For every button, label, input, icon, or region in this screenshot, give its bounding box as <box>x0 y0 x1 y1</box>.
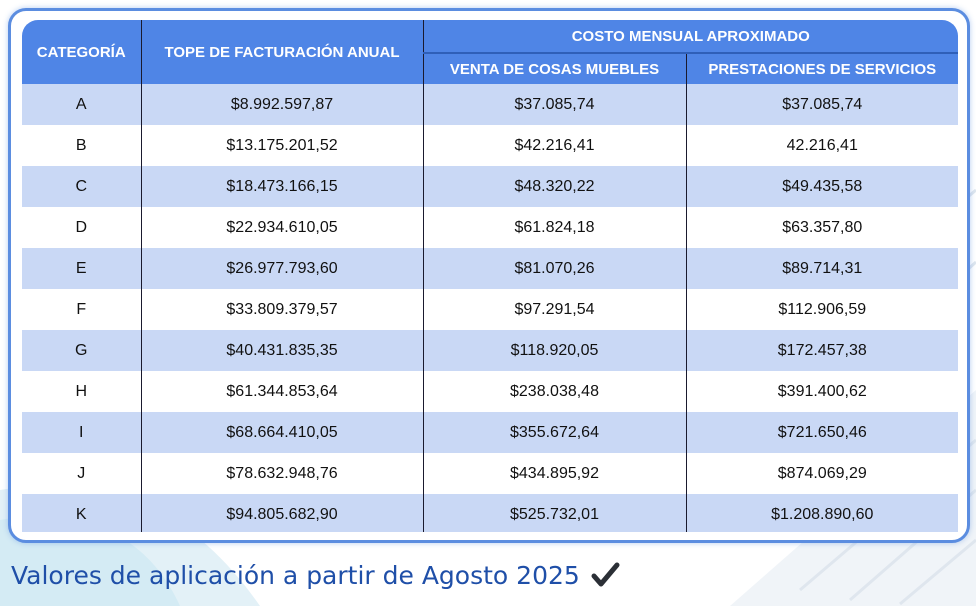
cell-category: F <box>22 289 141 330</box>
cell-goods-sales: $61.824,18 <box>422 207 686 248</box>
cell-services: $112.906,59 <box>685 289 958 330</box>
table-row: D $22.934.610,05 $61.824,18 $63.357,80 <box>22 207 958 248</box>
cell-category: I <box>22 412 141 453</box>
table-row: B $13.175.201,52 $42.216,41 42.216,41 <box>22 125 958 166</box>
cell-category: K <box>22 494 141 532</box>
cell-services: $391.400,62 <box>685 371 958 412</box>
cell-goods-sales: $355.672,64 <box>422 412 686 453</box>
monotributo-table: CATEGORÍA TOPE DE FACTURACIÓN ANUAL COST… <box>22 20 958 532</box>
cell-goods-sales: $118.920,05 <box>422 330 686 371</box>
header-services: PRESTACIONES DE SERVICIOS <box>685 53 958 84</box>
cell-category: G <box>22 330 141 371</box>
cell-annual-cap: $61.344.853,64 <box>140 371 423 412</box>
cell-services: $1.208.890,60 <box>685 494 958 532</box>
cell-annual-cap: $40.431.835,35 <box>140 330 423 371</box>
cell-services: $172.457,38 <box>685 330 958 371</box>
cell-goods-sales: $97.291,54 <box>422 289 686 330</box>
cell-category: B <box>22 125 141 166</box>
cell-annual-cap: $8.992.597,87 <box>140 84 423 125</box>
header-category: CATEGORÍA <box>22 20 141 84</box>
table-row: K $94.805.682,90 $525.732,01 $1.208.890,… <box>22 494 958 532</box>
cell-annual-cap: $33.809.379,57 <box>140 289 423 330</box>
footer-note: Valores de aplicación a partir de Agosto… <box>11 560 620 590</box>
cell-annual-cap: $78.632.948,76 <box>140 453 423 494</box>
cell-services: $63.357,80 <box>685 207 958 248</box>
table-row: F $33.809.379,57 $97.291,54 $112.906,59 <box>22 289 958 330</box>
table-row: E $26.977.793,60 $81.070,26 $89.714,31 <box>22 248 958 289</box>
cell-annual-cap: $22.934.610,05 <box>140 207 423 248</box>
cell-category: D <box>22 207 141 248</box>
cell-goods-sales: $434.895,92 <box>422 453 686 494</box>
cell-goods-sales: $238.038,48 <box>422 371 686 412</box>
table-card: CATEGORÍA TOPE DE FACTURACIÓN ANUAL COST… <box>8 8 970 543</box>
table-row: I $68.664.410,05 $355.672,64 $721.650,46 <box>22 412 958 453</box>
table-row: J $78.632.948,76 $434.895,92 $874.069,29 <box>22 453 958 494</box>
cell-services: $37.085,74 <box>685 84 958 125</box>
cell-goods-sales: $42.216,41 <box>422 125 686 166</box>
cell-category: A <box>22 84 141 125</box>
table-body: A $8.992.597,87 $37.085,74 $37.085,74 B … <box>22 84 958 532</box>
cell-category: J <box>22 453 141 494</box>
table-row: A $8.992.597,87 $37.085,74 $37.085,74 <box>22 84 958 125</box>
cell-goods-sales: $525.732,01 <box>422 494 686 532</box>
cell-category: E <box>22 248 141 289</box>
header-monthly-cost: COSTO MENSUAL APROXIMADO <box>422 20 958 54</box>
cell-goods-sales: $81.070,26 <box>422 248 686 289</box>
checkmark-icon <box>591 562 620 587</box>
cell-annual-cap: $26.977.793,60 <box>140 248 423 289</box>
footer-text: Valores de aplicación a partir de Agosto… <box>11 560 580 590</box>
cell-annual-cap: $68.664.410,05 <box>140 412 423 453</box>
table-row: C $18.473.166,15 $48.320,22 $49.435,58 <box>22 166 958 207</box>
cell-annual-cap: $18.473.166,15 <box>140 166 423 207</box>
cell-category: C <box>22 166 141 207</box>
cell-services: $49.435,58 <box>685 166 958 207</box>
cell-annual-cap: $13.175.201,52 <box>140 125 423 166</box>
cell-services: $89.714,31 <box>685 248 958 289</box>
cell-category: H <box>22 371 141 412</box>
cell-goods-sales: $37.085,74 <box>422 84 686 125</box>
cell-annual-cap: $94.805.682,90 <box>140 494 423 532</box>
cell-services: 42.216,41 <box>685 125 958 166</box>
table-header: CATEGORÍA TOPE DE FACTURACIÓN ANUAL COST… <box>22 20 958 84</box>
table-row: H $61.344.853,64 $238.038,48 $391.400,62 <box>22 371 958 412</box>
cell-services: $874.069,29 <box>685 453 958 494</box>
header-annual-cap: TOPE DE FACTURACIÓN ANUAL <box>140 20 423 84</box>
table-row: G $40.431.835,35 $118.920,05 $172.457,38 <box>22 330 958 371</box>
cell-services: $721.650,46 <box>685 412 958 453</box>
cell-goods-sales: $48.320,22 <box>422 166 686 207</box>
header-goods-sales: VENTA DE COSAS MUEBLES <box>422 53 686 84</box>
table-container: CATEGORÍA TOPE DE FACTURACIÓN ANUAL COST… <box>22 20 958 532</box>
